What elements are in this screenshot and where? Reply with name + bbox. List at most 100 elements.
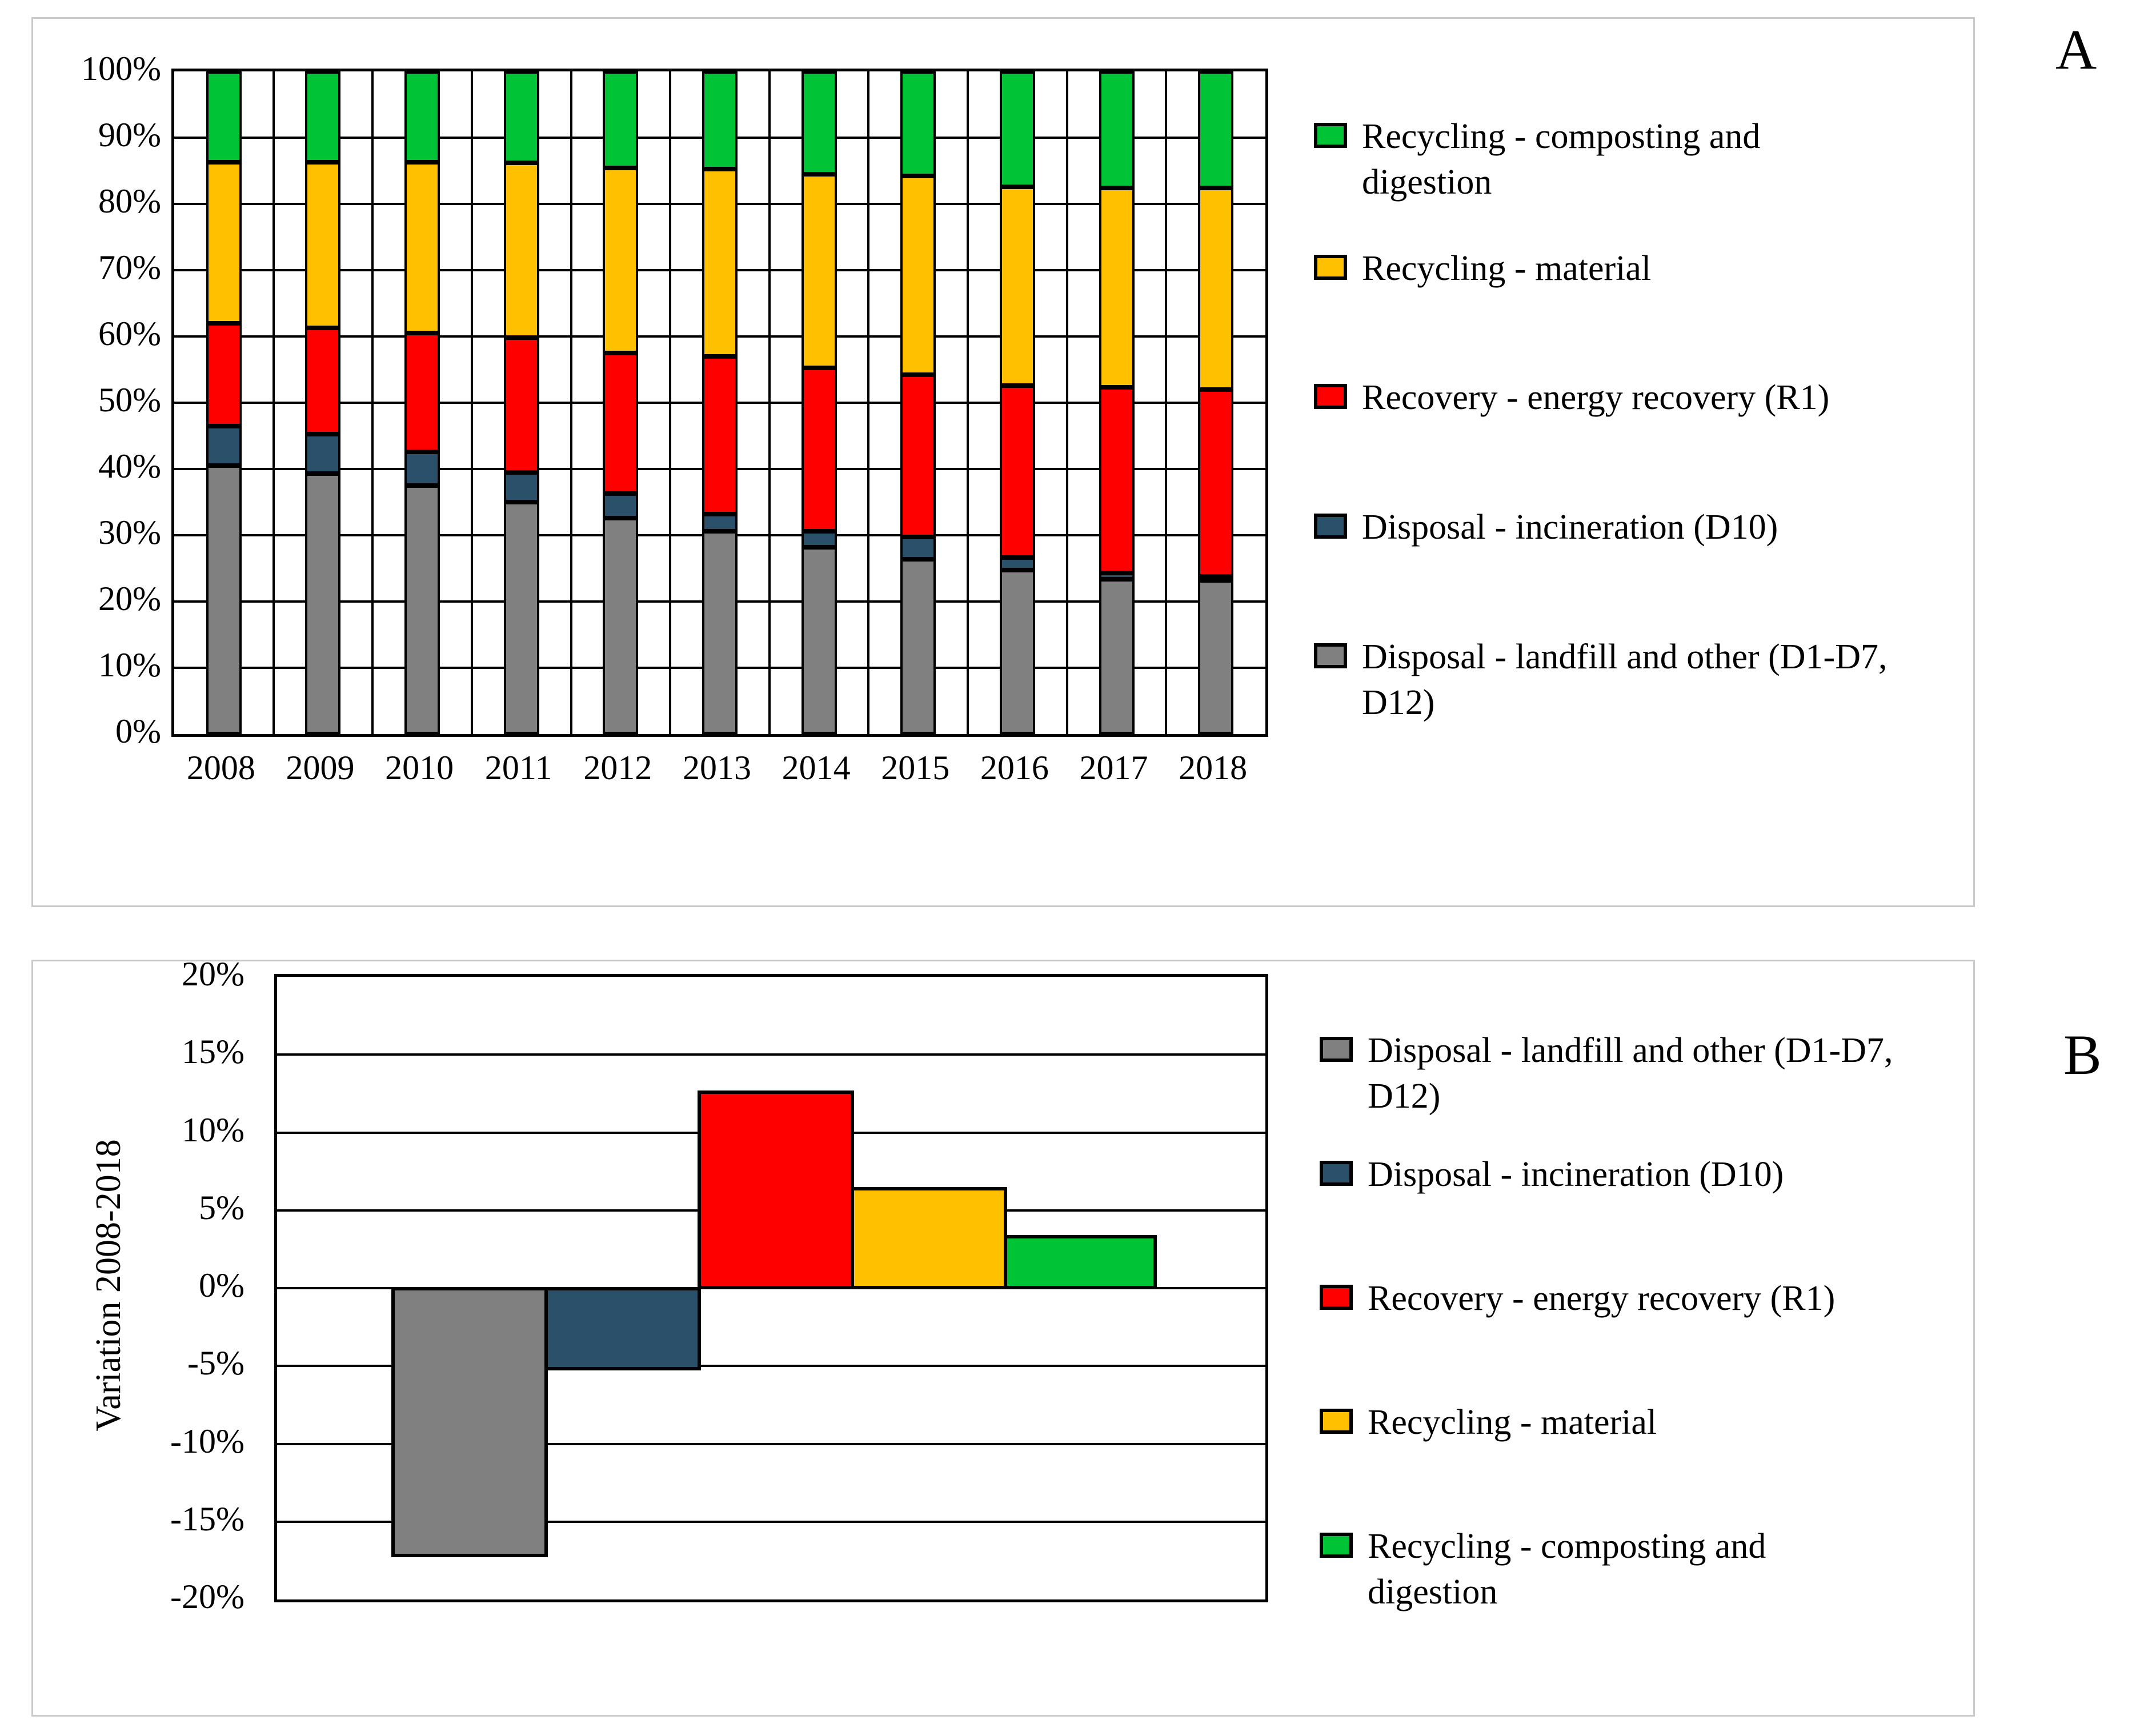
chart-a-bar-segment-gray-2013	[702, 531, 738, 734]
chart-b-hgridline	[277, 1520, 1265, 1523]
chart-a-bar-segment-gray-2016	[999, 570, 1035, 734]
chart-a-ytick: 100%	[81, 50, 161, 87]
chart-a-legend-item-gray: Disposal - landfill and other (D1-D7, D12…	[1314, 634, 1887, 725]
chart-b-ytick: 20%	[182, 955, 245, 993]
chart-a-legend-item-red: Recovery - energy recovery (R1)	[1314, 375, 1829, 420]
chart-a-ytick: 80%	[98, 182, 161, 220]
chart-a-bar-segment-green-2009	[305, 71, 341, 162]
chart-a-bar-segment-green-2014	[801, 71, 837, 174]
chart-b-legend-label: Recycling - composting and digestion	[1368, 1527, 1766, 1611]
chart-b-bar-gray	[391, 1287, 548, 1558]
chart-a-bar-segment-blue-2012	[603, 493, 639, 518]
chart-a-bar-segment-gray-2015	[900, 559, 936, 734]
chart-a-bar-segment-gray-2008	[206, 466, 242, 734]
chart-a-bar-segment-red-2008	[206, 323, 242, 426]
chart-a-bar-segment-yellow-2008	[206, 162, 242, 323]
chart-a-vgridline	[272, 71, 275, 734]
chart-a-xlabel: 2016	[980, 749, 1049, 787]
green-swatch-icon	[1320, 1533, 1353, 1558]
chart-a-legend-label: Disposal - landfill and other (D1-D7, D12…	[1362, 638, 1887, 722]
chart-a-bar-segment-blue-2011	[503, 472, 539, 502]
chart-b-ytick: 15%	[182, 1033, 245, 1071]
chart-a-bar-segment-gray-2009	[305, 474, 341, 734]
chart-a-bar-segment-green-2008	[206, 71, 242, 162]
chart-b-legend-label: Recycling - material	[1368, 1403, 1657, 1442]
chart-b-legend-label: Disposal - incineration (D10)	[1368, 1155, 1784, 1194]
chart-b-ytick: 5%	[199, 1188, 245, 1226]
chart-a-legend-label: Recycling - composting and digestion	[1362, 117, 1761, 202]
chart-a-bar-segment-green-2010	[404, 71, 440, 162]
chart-a-bar-segment-yellow-2014	[801, 174, 837, 368]
chart-a-ytick: 20%	[98, 580, 161, 618]
chart-a-xlabel: 2013	[682, 749, 751, 787]
chart-b-bar-red	[698, 1090, 854, 1289]
chart-a-bar-segment-yellow-2010	[404, 162, 440, 334]
chart-b-ytick: 10%	[182, 1110, 245, 1149]
chart-a-bar-segment-red-2010	[404, 333, 440, 452]
chart-b-ytick: -10%	[170, 1422, 245, 1460]
chart-a-ytick: 70%	[98, 248, 161, 286]
chart-b-bar-blue	[544, 1287, 701, 1371]
chart-b-hgridline	[277, 1053, 1265, 1056]
chart-a-bar-segment-gray-2011	[503, 502, 539, 734]
chart-a-xlabel: 2008	[186, 749, 255, 787]
chart-a-bar-segment-red-2013	[702, 356, 738, 514]
chart-a-ytick: 60%	[98, 315, 161, 352]
chart-a-xlabel: 2012	[583, 749, 652, 787]
chart-b-plot	[274, 974, 1268, 1602]
chart-a-bar-segment-green-2012	[603, 71, 639, 169]
chart-a-bar-segment-yellow-2012	[603, 168, 639, 353]
chart-a-bar-segment-green-2015	[900, 71, 936, 177]
chart-a-vgridline	[867, 71, 870, 734]
chart-a-legend-item-blue: Disposal - incineration (D10)	[1314, 504, 1778, 550]
chart-a-bar-segment-yellow-2009	[305, 162, 341, 328]
chart-a-bar-segment-green-2016	[999, 71, 1035, 187]
chart-a-xlabel: 2011	[484, 749, 552, 787]
chart-b-bar-green	[1004, 1235, 1157, 1289]
chart-a-bar-segment-yellow-2015	[900, 176, 936, 375]
chart-a-legend-item-yellow: Recycling - material	[1314, 246, 1651, 291]
chart-a-ytick: 40%	[98, 447, 161, 485]
chart-a-bar-segment-gray-2014	[801, 547, 837, 734]
chart-a-bar-segment-gray-2017	[1099, 579, 1135, 734]
chart-a-bar-segment-gray-2012	[603, 518, 639, 734]
chart-a-ytick: 10%	[98, 646, 161, 684]
yellow-swatch-icon	[1314, 255, 1347, 280]
chart-b-ytick: -5%	[187, 1344, 245, 1382]
chart-b-ytick: -20%	[170, 1578, 245, 1615]
chart-a-bar-segment-yellow-2018	[1198, 188, 1234, 390]
chart-a-bar-segment-blue-2017	[1099, 573, 1135, 579]
chart-a-bar-segment-blue-2014	[801, 531, 837, 547]
chart-a-bar-segment-green-2011	[503, 71, 539, 163]
chart-a-plot	[171, 69, 1268, 737]
chart-a-bar-segment-red-2018	[1198, 389, 1234, 576]
chart-a-bar-segment-yellow-2011	[503, 163, 539, 338]
chart-a-xlabel: 2017	[1079, 749, 1148, 787]
chart-a-bar-segment-blue-2016	[999, 558, 1035, 571]
chart-b-legend-item-red: Recovery - energy recovery (R1)	[1320, 1276, 1835, 1321]
yellow-swatch-icon	[1320, 1409, 1353, 1434]
chart-a-bar-segment-red-2015	[900, 375, 936, 538]
red-swatch-icon	[1314, 384, 1347, 409]
chart-a-ytick: 50%	[98, 381, 161, 419]
chart-a-bar-segment-red-2016	[999, 385, 1035, 558]
chart-a-vgridline	[768, 71, 771, 734]
chart-a-ytick: 0%	[115, 712, 161, 750]
chart-a-bar-segment-red-2011	[503, 338, 539, 472]
chart-a-vgridline	[967, 71, 969, 734]
blue-swatch-icon	[1320, 1161, 1353, 1186]
chart-a-bar-segment-red-2014	[801, 367, 837, 532]
chart-b-legend-item-blue: Disposal - incineration (D10)	[1320, 1152, 1784, 1197]
chart-a-xlabel: 2009	[286, 749, 355, 787]
gray-swatch-icon	[1314, 643, 1347, 668]
chart-a-bar-segment-red-2012	[603, 353, 639, 494]
chart-a-bar-segment-green-2018	[1198, 71, 1234, 189]
chart-a-vgridline	[1165, 71, 1168, 734]
chart-a-legend-label: Recycling - material	[1362, 249, 1652, 288]
chart-b-hgridline	[277, 1365, 1265, 1368]
green-swatch-icon	[1314, 123, 1347, 148]
chart-a-ytick: 30%	[98, 514, 161, 551]
blue-swatch-icon	[1314, 514, 1347, 539]
chart-b-ytick: -15%	[170, 1500, 245, 1538]
